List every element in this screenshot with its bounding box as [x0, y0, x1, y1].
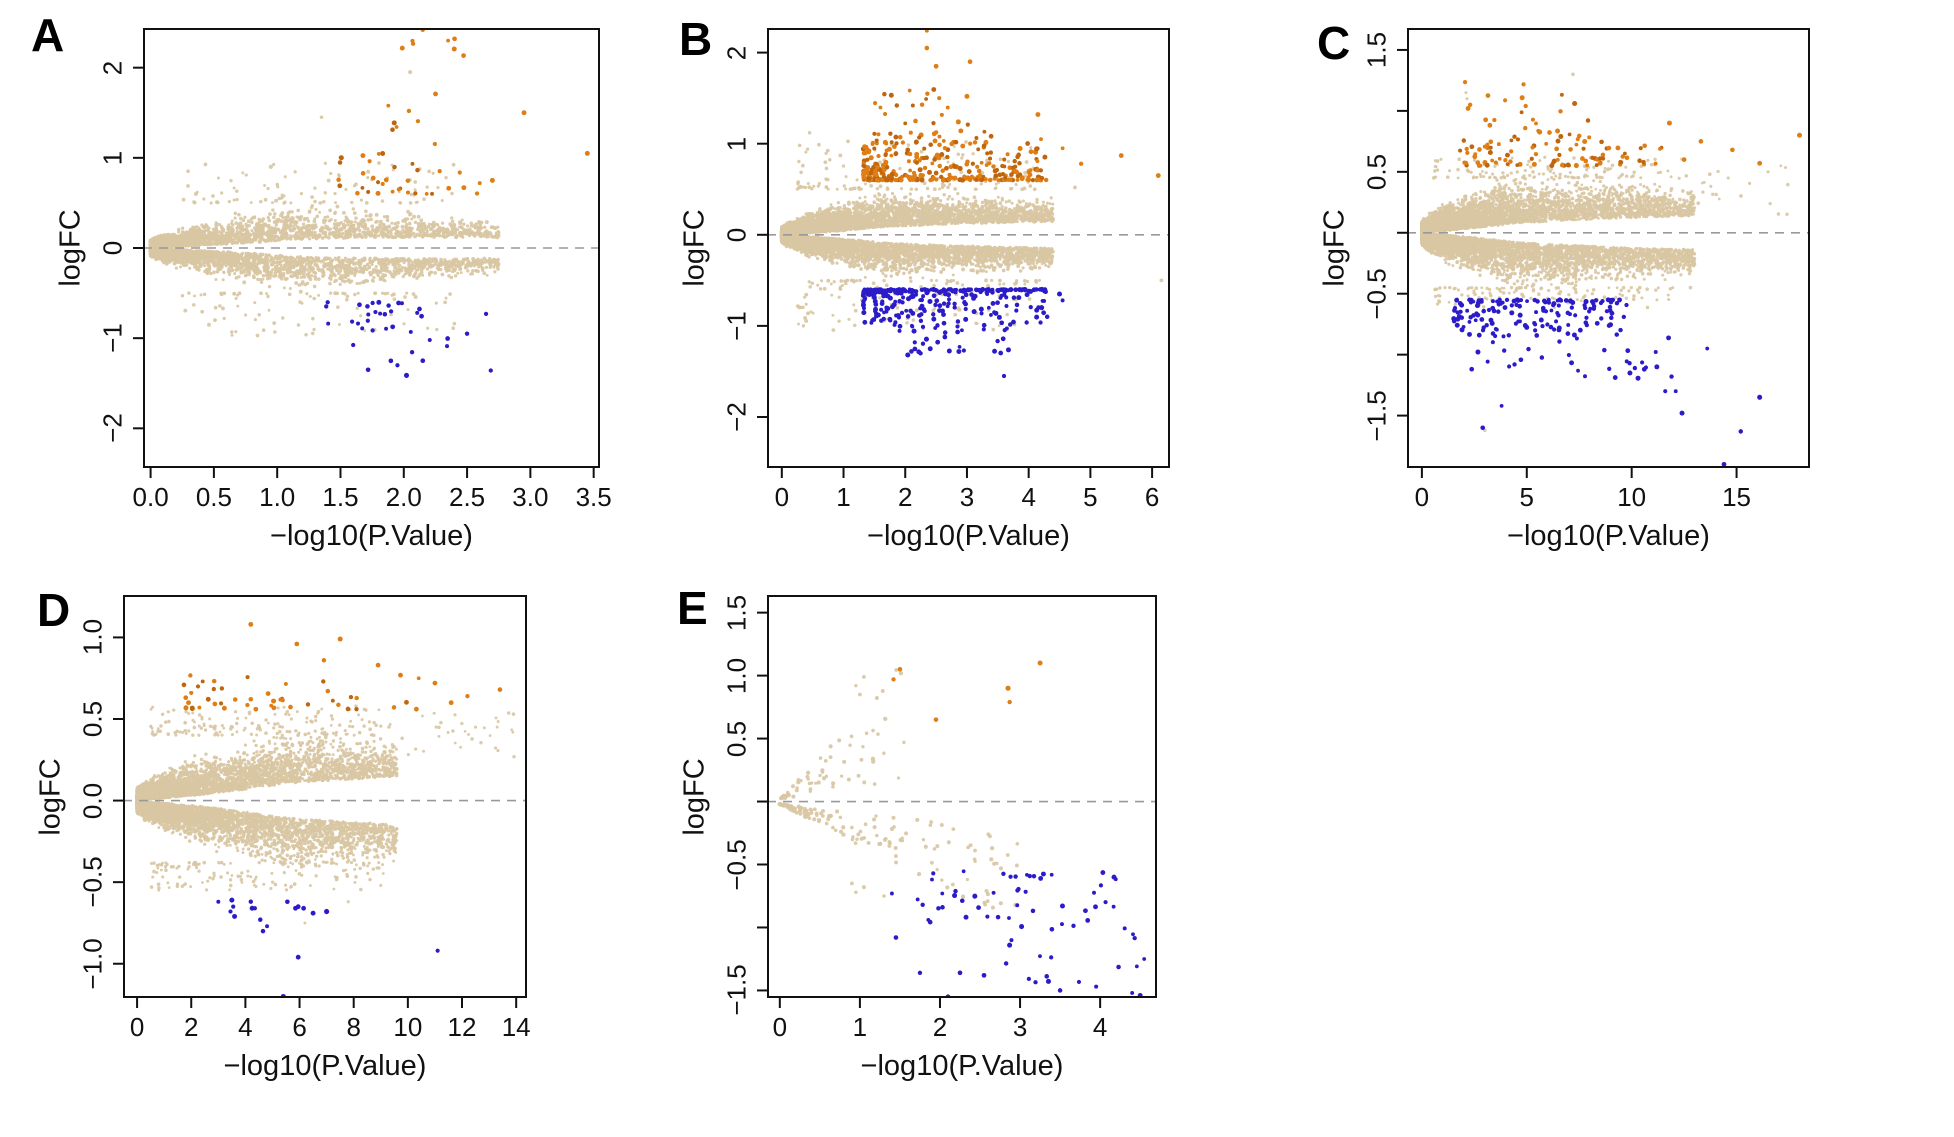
x-tick-label: 0 — [129, 1012, 145, 1042]
x-tick-label: 0 — [774, 482, 790, 512]
y-tick-label: 2 — [97, 60, 128, 75]
y-tick-label: −1.5 — [721, 964, 752, 1017]
x-tick-label: 10 — [393, 1012, 423, 1042]
y-axis-title-D: logFC — [34, 757, 67, 836]
scatter-canvas-A — [143, 28, 600, 468]
x-axis-title-C: −log10(P.Value) — [1507, 520, 1710, 552]
x-tick-label: 10 — [1617, 482, 1647, 512]
y-tick-label: 0.5 — [77, 700, 108, 738]
x-tick-label: 4 — [1092, 1012, 1108, 1042]
y-tick-label: 0.5 — [1361, 153, 1392, 190]
y-axis-title-A: logFC — [54, 209, 87, 287]
x-tick-label: 1 — [852, 1012, 868, 1042]
scatter-canvas-C — [1407, 28, 1810, 468]
panel-label-C: C — [1317, 17, 1351, 69]
x-axis-title-D: −log10(P.Value) — [223, 1050, 427, 1082]
x-tick-label: 15 — [1722, 482, 1752, 512]
x-tick-label: 14 — [501, 1012, 531, 1042]
x-tick-label: 4 — [238, 1012, 253, 1042]
x-tick-label: 1 — [836, 482, 851, 512]
panel-label-E: E — [677, 582, 708, 634]
y-tick-label: 1 — [97, 150, 128, 166]
x-axis-title-B: −log10(P.Value) — [867, 520, 1070, 552]
y-axis-title-C: logFC — [1318, 209, 1351, 287]
y-tick-label: −1 — [721, 311, 752, 341]
panel-label-B: B — [679, 13, 713, 65]
x-tick-label: 5 — [1519, 482, 1535, 512]
x-tick-label: 2.5 — [448, 482, 486, 512]
y-tick-label: −0.5 — [1361, 268, 1392, 320]
y-tick-label: 0 — [97, 240, 128, 256]
x-tick-label: 0.0 — [132, 482, 169, 512]
x-tick-label: 3.5 — [575, 482, 612, 512]
x-tick-label: 2.0 — [385, 482, 422, 512]
panel-A: A −log10(P.Value) logFC 0.0 0.5 1.0 1.5 2.0 2… — [31, 12, 612, 552]
y-tick-label: 1.5 — [1361, 31, 1392, 69]
panel-label-D: D — [37, 584, 71, 636]
scatter-canvas-E — [767, 595, 1157, 998]
panel-E: E −log10(P.Value) logFC 0 1 2 3 4 −1.5 −0.5 0.5… — [677, 585, 1157, 1082]
y-tick-label: −1.5 — [1361, 389, 1392, 442]
x-tick-label: 0 — [772, 1012, 788, 1042]
x-tick-label: 0.5 — [195, 482, 232, 512]
x-axis-title-E: −log10(P.Value) — [860, 1050, 1064, 1082]
x-tick-label: 6 — [1144, 482, 1160, 512]
panel-label-A: A — [31, 9, 65, 61]
panel-B: B −log10(P.Value) logFC 0 1 2 3 4 5 6 −2 −1 0 1 2 — [679, 16, 1170, 552]
x-tick-label: 6 — [292, 1012, 307, 1042]
x-tick-label: 1.5 — [322, 482, 359, 512]
x-tick-label: 3 — [1012, 1012, 1028, 1042]
x-tick-label: 2 — [898, 482, 913, 512]
panel-D: D −log10(P.Value) logFC 0 2 4 6 8 10 12 14 −1.0 −… — [35, 587, 531, 1082]
y-tick-label: 1 — [721, 136, 752, 151]
y-tick-label: −0.5 — [721, 838, 752, 891]
x-tick-label: 8 — [346, 1012, 361, 1042]
y-tick-label: 0.0 — [77, 782, 108, 819]
y-tick-label: 0 — [721, 227, 752, 243]
y-axis-title-E: logFC — [678, 757, 711, 836]
y-tick-label: −0.5 — [77, 856, 108, 908]
y-tick-label: 1.0 — [721, 657, 752, 694]
y-tick-label: −2 — [97, 413, 128, 444]
x-tick-label: 3 — [959, 482, 975, 512]
x-axis-title-A: −log10(P.Value) — [270, 520, 473, 552]
x-tick-label: 2 — [932, 1012, 948, 1042]
scatter-canvas-B — [767, 28, 1170, 468]
x-tick-label: 3.0 — [512, 482, 549, 512]
y-tick-label: −1.0 — [77, 938, 108, 990]
x-tick-label: 5 — [1083, 482, 1098, 512]
x-tick-label: 12 — [447, 1012, 477, 1042]
y-tick-label: 1.5 — [721, 594, 752, 631]
y-tick-label: −2 — [721, 402, 752, 432]
y-tick-label: 1.0 — [77, 619, 108, 656]
y-tick-label: 2 — [721, 45, 752, 60]
x-tick-label: 0 — [1414, 482, 1430, 512]
x-tick-label: 2 — [184, 1012, 199, 1042]
scatter-canvas-D — [123, 595, 527, 998]
y-axis-title-B: logFC — [678, 209, 711, 287]
panel-C: C −log10(P.Value) logFC 0 5 10 15 −1.5 −0.5 0.… — [1317, 20, 1810, 552]
y-tick-label: 0.5 — [721, 720, 752, 757]
y-tick-label: −1 — [97, 323, 128, 353]
x-tick-label: 1.0 — [259, 482, 296, 512]
x-tick-label: 4 — [1021, 482, 1036, 512]
